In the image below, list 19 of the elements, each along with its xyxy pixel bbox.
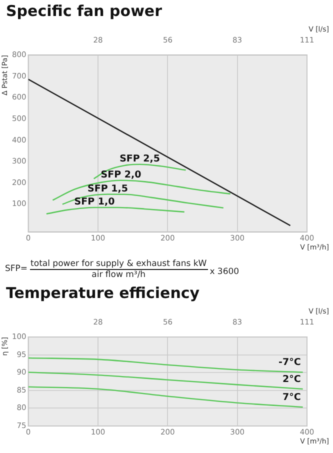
text: air flow m³/h <box>92 270 146 280</box>
text: total power for supply & exhaust fans kW <box>30 258 208 270</box>
line-series <box>28 357 304 373</box>
series-label: SFP 2,0 <box>100 169 142 180</box>
chart-title: Temperature efficiency <box>6 284 201 302</box>
line-series <box>62 194 224 209</box>
chart-title: Specific fan power <box>6 2 163 20</box>
series-label: 7°C <box>282 392 301 404</box>
line-series <box>46 206 186 215</box>
text: x 3600 <box>210 267 240 277</box>
series-label: SFP 1,5 <box>88 183 128 194</box>
series-label: SFP 2,5 <box>120 153 160 164</box>
line-series <box>28 386 304 408</box>
series-label: 2°C <box>282 374 301 385</box>
text: SFP= <box>5 264 28 274</box>
line-series <box>28 372 304 390</box>
series-label: -7°C <box>278 357 301 368</box>
series-label: SFP 1,0 <box>74 196 116 208</box>
line-series <box>93 164 186 180</box>
